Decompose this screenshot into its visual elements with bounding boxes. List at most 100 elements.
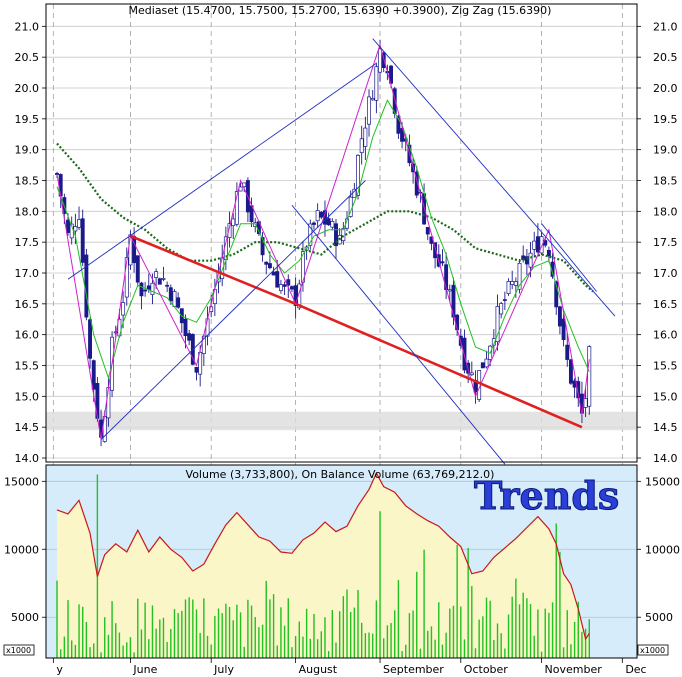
candle-body [271,271,276,276]
candle-body [517,262,522,290]
price-tick-label: 15.0 [653,390,678,403]
candle-body [576,381,581,399]
x-axis-month-labels: y June July August September October November D… [52,658,647,676]
candle-body [73,226,78,232]
candle-body [532,240,537,250]
candle-body [198,352,203,375]
volume-tick-label: 15000 [4,475,39,488]
channel-line [100,180,366,440]
price-tick-label: 16.0 [15,329,40,342]
unit-label-left: x1000 [6,646,31,655]
price-panel-frame [45,3,638,463]
price-tick-label: 19.0 [653,144,678,157]
channel-line [67,62,377,280]
x-tick-label: July [213,663,234,676]
candle-body [289,286,294,290]
candle-body [143,289,148,292]
x-tick-label: October [464,663,508,676]
candle-body [139,282,144,297]
volume-tick-label: 5000 [645,611,673,624]
volume-bars [56,474,590,658]
candle-body [528,252,533,268]
obv-area [57,473,590,658]
support-band [46,411,637,431]
price-tick-label: 15.0 [15,390,40,403]
candle-body [568,359,573,384]
candle-body [319,211,324,218]
unit-label-box-right [637,644,669,656]
candle-body [539,236,544,254]
candle-body [77,219,81,228]
candle-body [359,138,364,154]
price-tick-label: 19.5 [653,113,678,126]
candle-body [121,302,126,316]
price-tick-label: 15.5 [653,360,678,373]
candle-body [561,318,566,341]
long-moving-average [56,142,594,293]
x-tick-label: Dec [625,663,646,676]
obv-line [56,471,590,641]
candle-body [91,360,96,390]
candle-body [326,218,331,226]
candle-body [546,249,551,257]
price-chart-title: Mediaset (15.4700, 15.7500, 15.2700, 15.… [129,4,552,17]
candle-body [275,271,280,288]
candle-body [389,65,394,84]
volume-tick-label: 10000 [645,543,680,556]
candle-body [495,306,500,343]
candle-body [451,284,456,318]
unit-label-box-left [3,644,35,656]
x-tick-label: y [56,663,63,676]
candle-body [187,333,192,341]
price-tick-label: 21.0 [653,20,678,33]
candle-body [583,398,588,408]
candle-body [234,191,239,225]
candle-body [278,284,283,291]
volume-chart-title: Volume (3,733,800), On Balance Volume (6… [186,468,495,481]
candle-body [330,221,335,228]
price-tick-label: 18.5 [653,175,678,188]
candle-body [396,115,401,134]
price-tick-label: 17.5 [15,236,40,249]
price-tick-label: 15.5 [15,360,40,373]
channel-line [541,223,597,292]
candle-body [565,344,570,360]
candle-body [484,358,489,368]
x-tick-label: November [545,663,603,676]
candle-body [502,299,507,301]
candle-body [293,285,298,306]
price-tick-label: 20.0 [15,82,40,95]
volume-panel-frame [45,464,638,659]
candle-body [447,289,452,292]
price-tick-label: 18.5 [15,175,40,188]
candle-body [267,263,272,269]
price-tick-label: 18.0 [15,205,40,218]
candle-body [414,171,419,196]
candle-body [231,218,236,226]
candle-body [367,96,371,125]
candle-body [506,281,511,294]
price-tick-label: 20.5 [653,51,678,64]
volume-tick-label: 15000 [645,475,680,488]
candle-body [168,287,173,302]
candle-body [378,48,382,73]
candle-body [499,303,504,315]
price-tick-label: 19.0 [15,144,40,157]
volume-tick-label: 10000 [4,543,39,556]
price-tick-label: 19.5 [15,113,40,126]
candle-body [370,98,375,101]
price-tick-label: 18.0 [653,205,678,218]
candle-body [172,291,177,307]
price-tick-label: 16.0 [653,329,678,342]
candle-body [165,284,170,287]
candle-body [374,66,379,101]
candle-body [80,218,85,263]
x-tick-label: September [383,663,444,676]
price-tick-label: 16.5 [653,298,678,311]
candle-body [524,256,529,265]
candle-body [154,271,159,278]
trend-lines [67,38,616,465]
price-tick-label: 14.5 [15,421,40,434]
candle-body [315,210,320,222]
